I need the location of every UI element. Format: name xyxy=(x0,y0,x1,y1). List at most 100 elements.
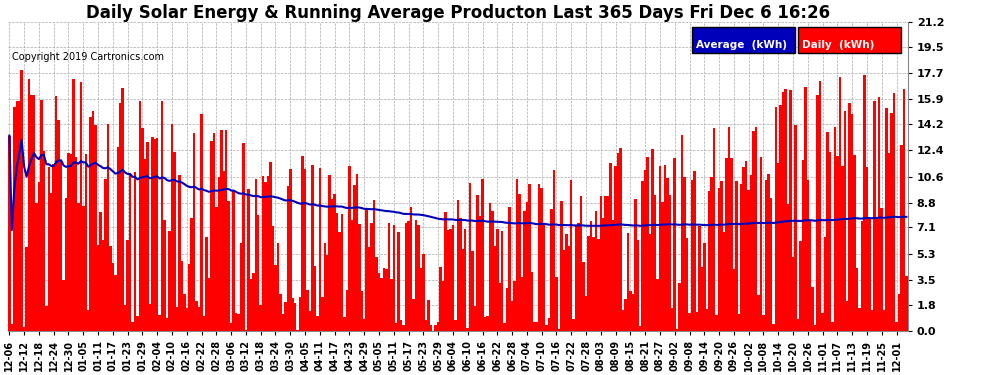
Bar xyxy=(289,169,291,331)
Bar xyxy=(119,103,122,331)
Bar xyxy=(459,218,461,331)
Bar xyxy=(663,165,666,331)
Bar xyxy=(688,313,691,331)
Bar xyxy=(784,89,787,331)
Bar xyxy=(698,226,701,331)
Bar xyxy=(484,317,486,331)
Bar xyxy=(262,176,264,331)
Bar xyxy=(223,171,225,331)
Bar xyxy=(193,134,195,331)
Bar xyxy=(417,225,420,331)
Bar xyxy=(855,268,858,331)
Bar xyxy=(144,159,147,331)
Bar xyxy=(466,328,469,331)
Bar xyxy=(612,220,615,331)
Bar xyxy=(173,152,175,331)
Bar xyxy=(555,277,557,331)
Bar xyxy=(658,165,661,331)
Bar xyxy=(741,184,742,331)
Bar xyxy=(16,101,18,331)
Bar xyxy=(863,75,865,331)
Bar xyxy=(605,195,607,331)
Bar xyxy=(203,316,205,331)
Bar xyxy=(326,255,329,331)
Bar xyxy=(870,310,873,331)
Bar xyxy=(321,297,324,331)
Bar xyxy=(26,247,28,331)
Bar xyxy=(46,306,48,331)
Bar xyxy=(595,211,597,331)
Bar xyxy=(451,225,454,331)
Bar xyxy=(422,254,425,331)
Bar xyxy=(301,156,304,331)
Bar xyxy=(822,313,824,331)
Bar xyxy=(296,330,299,331)
Bar xyxy=(696,312,698,331)
Bar xyxy=(427,300,430,331)
Bar xyxy=(54,96,57,331)
Bar xyxy=(412,300,415,331)
Bar xyxy=(625,298,627,331)
Bar xyxy=(767,174,769,331)
Bar xyxy=(8,136,11,331)
Bar xyxy=(538,184,541,331)
Bar xyxy=(738,314,741,331)
Bar xyxy=(883,310,885,331)
Bar xyxy=(562,250,565,331)
Bar xyxy=(230,323,233,331)
Bar xyxy=(311,165,314,331)
Bar xyxy=(11,324,13,331)
Bar xyxy=(868,219,870,331)
Bar xyxy=(533,322,536,331)
Bar xyxy=(114,274,117,331)
Bar xyxy=(627,233,629,331)
Bar xyxy=(802,160,804,331)
Bar xyxy=(185,308,188,331)
Bar xyxy=(316,316,319,331)
Title: Daily Solar Energy & Running Average Producton Last 365 Days Fri Dec 6 16:26: Daily Solar Energy & Running Average Pro… xyxy=(86,4,830,22)
Bar xyxy=(481,180,484,331)
Bar xyxy=(731,158,733,331)
Bar xyxy=(62,280,64,331)
Bar xyxy=(208,278,210,331)
Bar xyxy=(789,90,792,331)
Bar xyxy=(511,302,513,331)
Bar xyxy=(370,223,373,331)
Bar xyxy=(59,160,62,331)
Bar xyxy=(632,294,634,331)
Bar xyxy=(89,117,92,331)
Bar xyxy=(590,221,592,331)
Bar xyxy=(846,301,848,331)
Bar xyxy=(772,324,774,331)
Bar xyxy=(471,251,474,331)
Bar xyxy=(286,186,289,331)
Bar xyxy=(713,128,716,331)
Bar xyxy=(839,77,842,331)
Bar xyxy=(52,164,54,331)
Bar xyxy=(279,294,282,331)
Bar xyxy=(410,207,412,331)
Bar xyxy=(501,231,504,331)
Bar xyxy=(703,243,706,331)
Bar xyxy=(895,322,898,331)
Bar xyxy=(50,193,52,331)
Bar xyxy=(331,200,334,331)
Bar xyxy=(355,174,358,331)
Bar xyxy=(215,207,218,331)
Bar xyxy=(284,302,286,331)
Bar xyxy=(21,70,23,331)
Bar xyxy=(248,189,249,331)
Bar xyxy=(550,209,552,331)
Bar xyxy=(69,154,72,331)
Bar xyxy=(257,215,259,331)
Bar xyxy=(309,311,311,331)
Bar xyxy=(368,247,370,331)
Bar xyxy=(365,208,368,331)
Bar xyxy=(142,128,144,331)
Bar xyxy=(774,108,777,331)
Bar xyxy=(865,166,868,331)
Bar xyxy=(686,238,688,331)
Bar xyxy=(259,305,262,331)
Bar xyxy=(13,107,16,331)
Bar xyxy=(188,264,190,331)
